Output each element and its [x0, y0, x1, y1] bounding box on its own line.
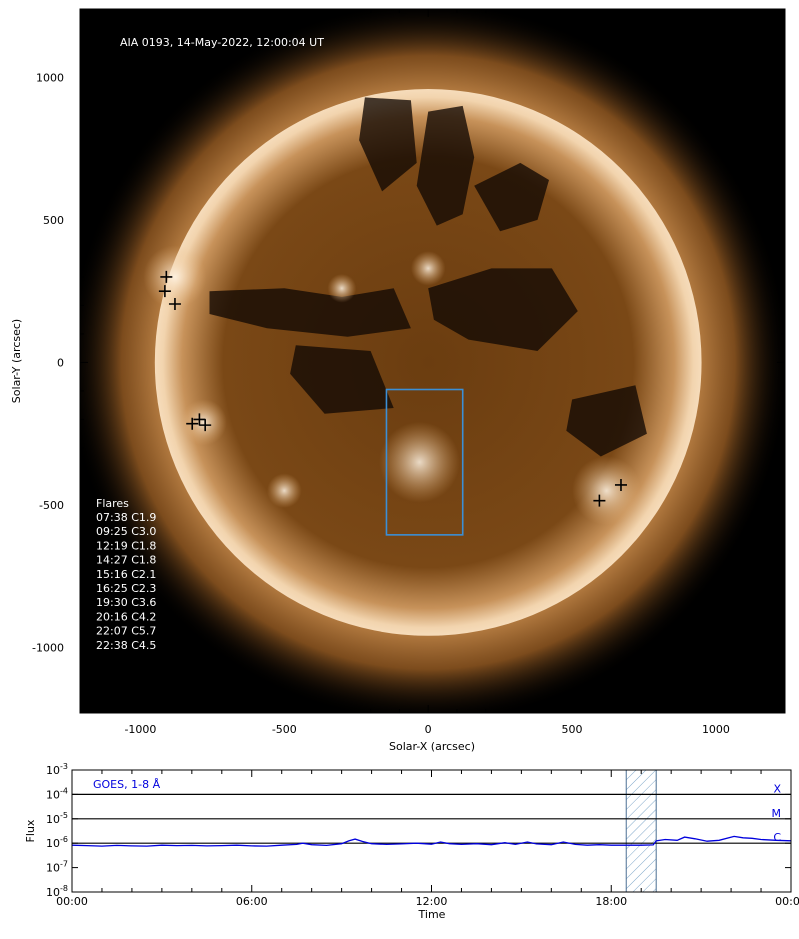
active-region [572, 456, 642, 526]
goes-x-axis-label: Time [418, 908, 446, 921]
goes-y-tick-label: 10-8 [46, 884, 68, 899]
flare-legend-title: Flares [96, 497, 129, 510]
active-region [379, 421, 460, 503]
sun-picture [80, 9, 785, 713]
flare-list: 07:38 C1.909:25 C3.012:19 C1.8 14:27 C1.8… [96, 511, 156, 652]
active-region [180, 399, 227, 446]
goes-flux-series [71, 835, 792, 847]
flare-marker [614, 478, 627, 491]
goes-axes-ticks: 00:00 06:00 12:00 18:00 00:00 10-3 10-4 10-5 10-… [46, 762, 799, 908]
goes-y-tick-label: 10-7 [46, 860, 68, 875]
solar-image-panel: AIA 0193, 14-May-2022, 12:00:04 UT Flare… [10, 8, 786, 753]
goes-x-tick-label: 18:00 [595, 895, 627, 908]
y-tick-label: 1000 [36, 71, 64, 84]
class-label: X [773, 782, 781, 795]
active-region [267, 473, 302, 508]
goes-x-tick-label: 00:00 [56, 895, 88, 908]
flare-entry: 09:25 C3.0 [96, 525, 156, 538]
flare-marker [186, 417, 199, 430]
y-tick-label: 0 [57, 356, 64, 369]
goes-y-tick-label: 10-4 [46, 786, 68, 801]
active-region [143, 245, 207, 309]
x-tick-label: 0 [425, 723, 432, 736]
coronal-hole [209, 288, 411, 337]
x-tick-label: 1000 [702, 723, 730, 736]
active-region [327, 273, 357, 303]
flare-marker [199, 419, 212, 432]
time-window-hatch [625, 769, 657, 893]
x-tick-label: -1000 [124, 723, 156, 736]
coronal-hole [428, 268, 578, 351]
image-frame [79, 8, 786, 714]
coronal-hole [474, 162, 549, 232]
y-tick-label: 500 [43, 214, 64, 227]
flare-class-lines: XMC [72, 782, 791, 844]
flare-entry: 15:16 C2.1 [96, 568, 156, 581]
flare-markers [158, 270, 627, 507]
flare-entry: 14:27 C1.8 [96, 554, 156, 567]
goes-x-tick-label: 06:00 [236, 895, 268, 908]
goes-series-label: GOES, 1-8 Å [93, 778, 161, 791]
flare-marker [158, 285, 171, 298]
flare-marker [593, 494, 606, 507]
flare-marker [193, 413, 206, 426]
y-tick-label: -500 [39, 499, 64, 512]
goes-y-tick-label: 10-3 [46, 762, 68, 777]
goes-y-tick-label: 10-6 [46, 835, 68, 850]
flare-entry: 22:07 C5.7 [96, 625, 156, 638]
goes-plot-area [72, 770, 791, 892]
flare-marker [168, 297, 181, 310]
coronal-hole [566, 385, 647, 457]
image-x-axis-label: Solar-X (arcsec) [389, 740, 475, 753]
goes-panel: XMC 00:00 06:00 12:00 18:00 00:00 10-3 10-4 10-… [24, 762, 799, 921]
goes-x-tick-label: 00:00 [775, 895, 799, 908]
goes-x-tick-label: 12:00 [416, 895, 448, 908]
active-regions [143, 245, 642, 526]
coronal-holes [209, 97, 647, 457]
class-label: C [773, 831, 781, 844]
flare-entry: 16:25 C2.3 [96, 582, 156, 595]
image-y-axis-label: Solar-Y (arcsec) [10, 319, 23, 403]
region-of-interest-box [385, 388, 464, 536]
flare-entry: 07:38 C1.9 [96, 511, 156, 524]
coronal-hole [359, 97, 417, 192]
image-title: AIA 0193, 14-May-2022, 12:00:04 UT [120, 36, 324, 49]
flare-entry: 12:19 C1.8 [96, 539, 156, 552]
x-tick-label: 500 [562, 723, 583, 736]
flare-entry: 22:38 C4.5 [96, 639, 156, 652]
active-region [410, 251, 446, 286]
flare-entry: 19:30 C3.6 [96, 596, 156, 609]
image-axes-ticks: -1000 -500 0 500 1000 -1000 -500 0 500 1000 [32, 9, 785, 736]
goes-y-axis-label: Flux [24, 819, 37, 842]
flare-marker [160, 270, 173, 283]
coronal-hole [416, 105, 475, 226]
x-tick-label: -500 [272, 723, 297, 736]
flare-entry: 20:16 C4.2 [96, 610, 156, 623]
y-tick-label: -1000 [32, 641, 64, 654]
goes-y-tick-label: 10-5 [46, 811, 68, 826]
coronal-hole [290, 345, 394, 414]
class-label: M [772, 807, 782, 820]
